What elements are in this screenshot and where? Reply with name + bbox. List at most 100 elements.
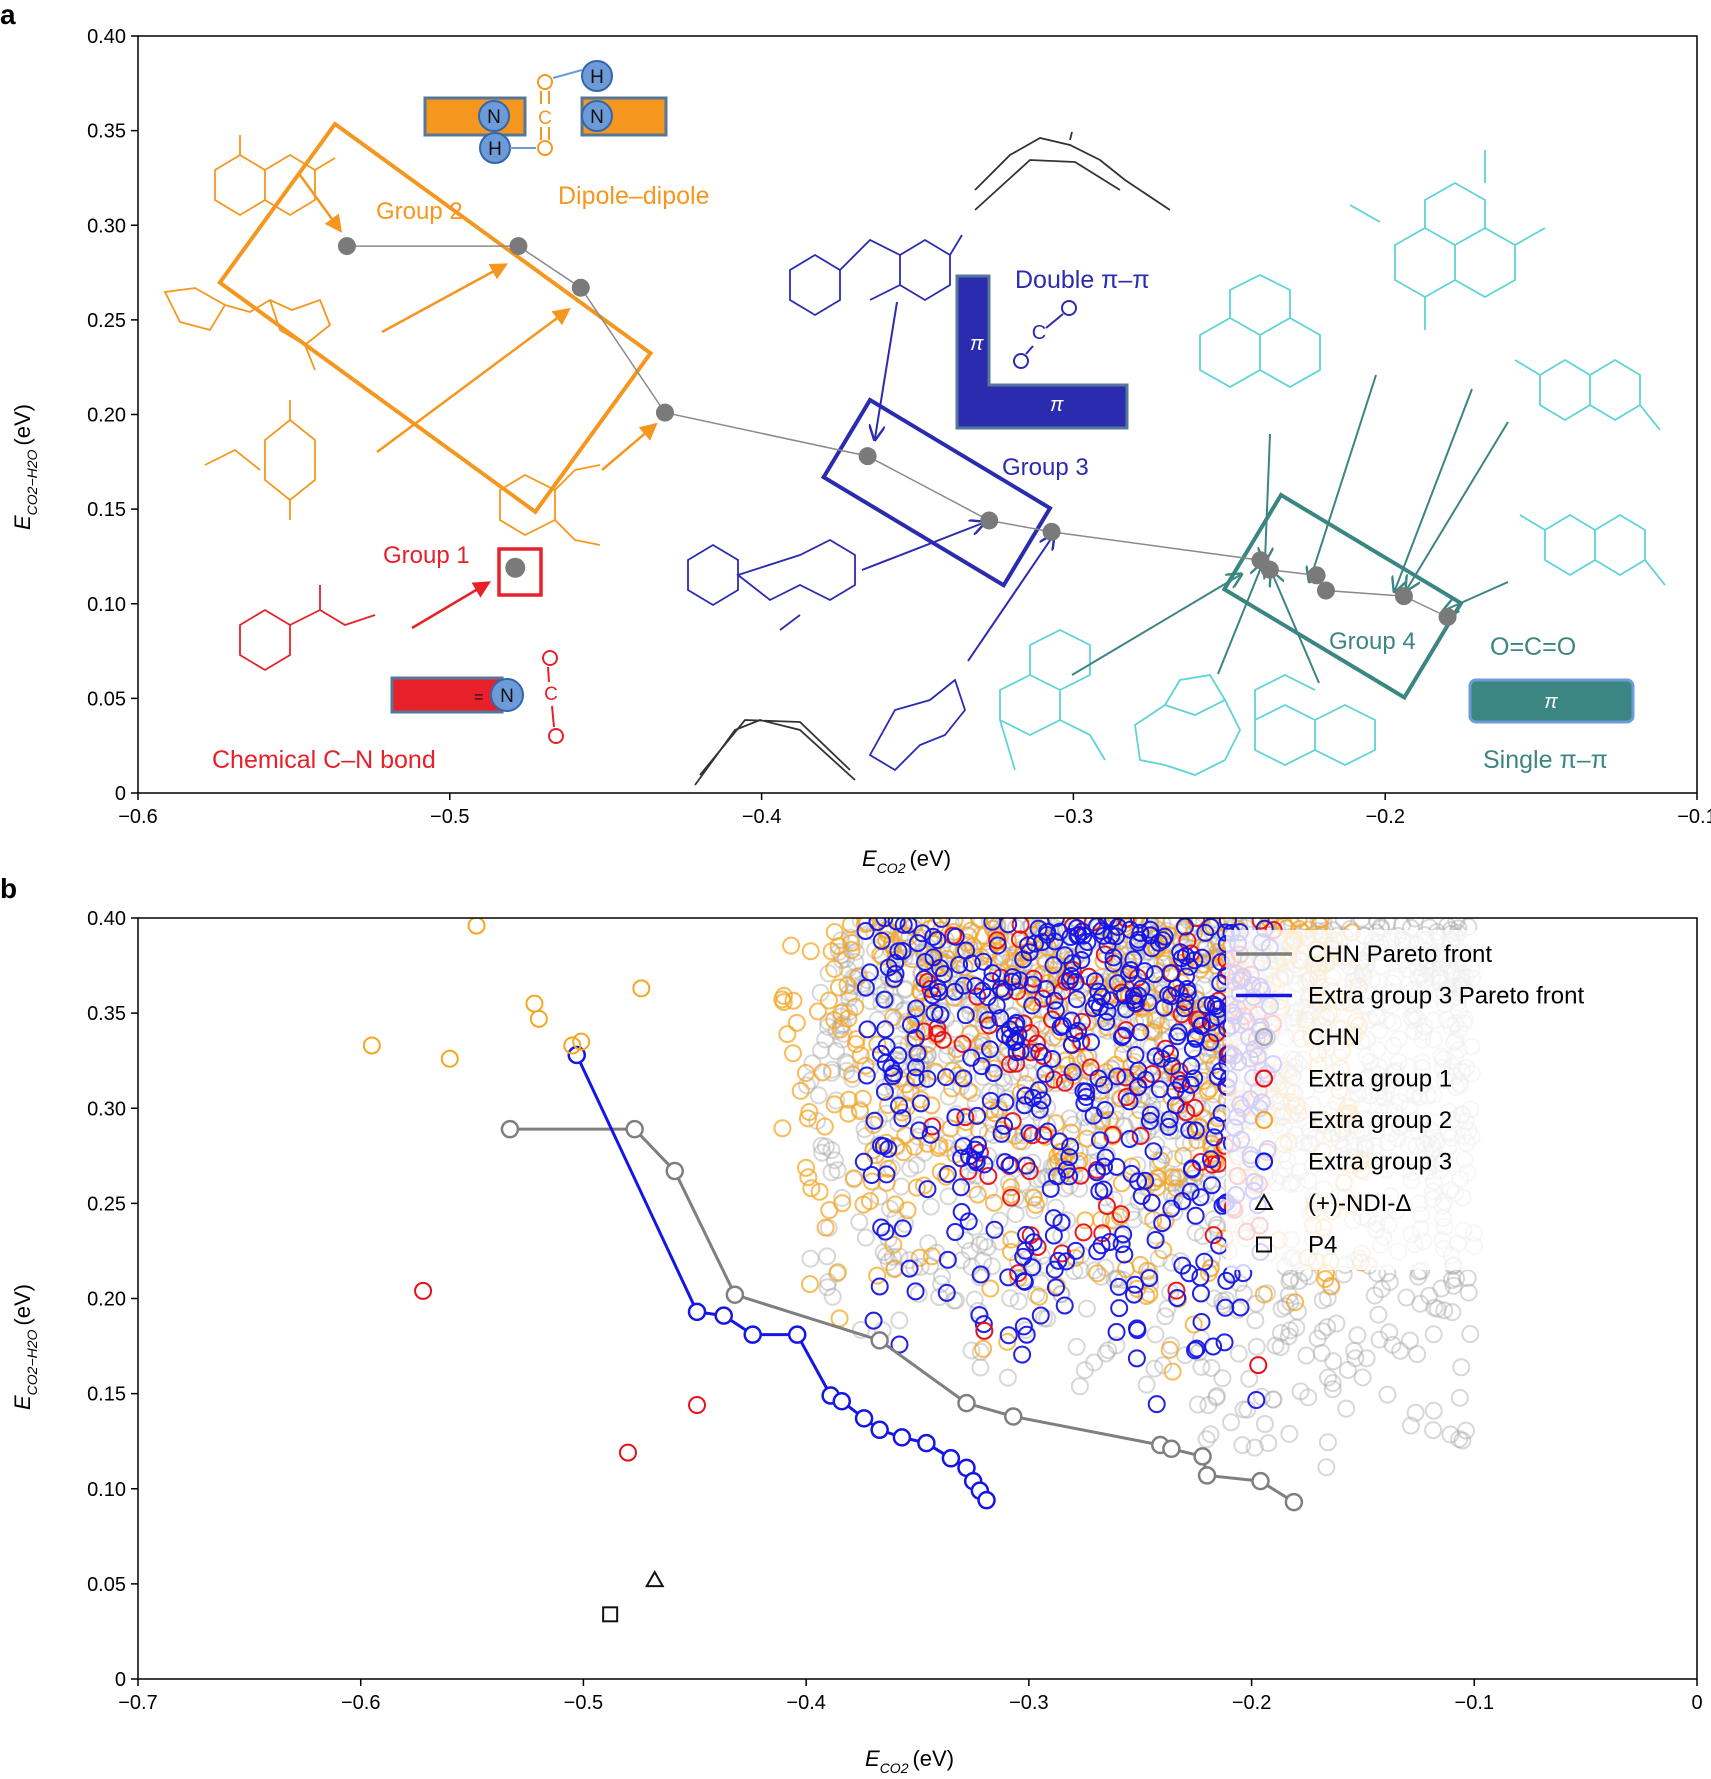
chn-point — [1453, 1431, 1472, 1450]
y-tick-label: 0.40 — [87, 908, 126, 930]
chn-point — [1461, 1325, 1480, 1344]
extra-group-3-point — [1117, 1000, 1136, 1019]
extra-group-3-point — [970, 1306, 989, 1325]
chn-point — [1318, 1289, 1337, 1308]
extra-group-3-point — [1196, 923, 1215, 942]
extra-group-3-point — [1072, 951, 1091, 970]
extra-group-2-point — [1155, 954, 1174, 973]
extra-group-3-point — [907, 999, 926, 1018]
extra-group-3-point — [899, 918, 918, 934]
group2-label: Group 2 — [376, 198, 463, 225]
highlight-point — [1249, 1356, 1268, 1375]
chn-point — [1319, 1368, 1338, 1387]
extra-group-3-point — [854, 1152, 873, 1171]
extra-group-3-point — [882, 1058, 901, 1077]
y-tick-label: 0.20 — [87, 405, 126, 427]
chn-point — [1188, 1395, 1207, 1414]
pareto-point-b — [892, 1428, 912, 1447]
extra-group-3-point — [1161, 1044, 1180, 1063]
chn-point — [827, 1042, 846, 1061]
group3-label: Group 3 — [1002, 454, 1089, 481]
chn-point — [1442, 1271, 1461, 1290]
svg-text:N: N — [500, 686, 514, 707]
extra-group-3-point — [908, 1044, 927, 1063]
extra-group-2-point — [813, 1063, 832, 1082]
extra-group-1-point — [1097, 1197, 1116, 1216]
extra-group-3-point — [992, 1124, 1011, 1143]
extra-group-3-point — [911, 1094, 930, 1113]
extra-group-3-point — [996, 1093, 1015, 1112]
extra-group-3-point — [1180, 1121, 1199, 1140]
extra-group-3-point — [1084, 1106, 1103, 1125]
svg-text:H: H — [488, 139, 502, 160]
extra-group-3-point — [1016, 1086, 1035, 1105]
extra-group-3-point — [1172, 1075, 1191, 1094]
chn-point — [1092, 1267, 1111, 1286]
extra-group-2-point — [1138, 1261, 1157, 1280]
chn-point — [1370, 1330, 1389, 1349]
extra-group-3-point — [987, 996, 1006, 1015]
y-tick-label: 0.35 — [87, 1003, 126, 1025]
chn-point — [1032, 1246, 1051, 1265]
chn-point — [1327, 1314, 1346, 1333]
extra-group-1-point — [1007, 1054, 1026, 1073]
extra-group-2-point — [844, 1169, 863, 1188]
pareto-point-b — [870, 1420, 889, 1440]
x-tick-label: −0.1 — [1455, 1692, 1494, 1714]
chn-point — [1308, 1329, 1327, 1348]
chn-point — [1106, 1101, 1125, 1120]
chn-point — [1158, 1299, 1177, 1318]
extra-group-3-point — [968, 1106, 987, 1125]
extra-group-1-point — [979, 1167, 998, 1186]
chn-point — [844, 977, 863, 996]
extra-group-3-point — [1146, 1230, 1165, 1249]
pareto-point-a — [337, 237, 356, 256]
chn-point — [1411, 1294, 1430, 1313]
extra-group-3-point — [1131, 924, 1150, 943]
group4-box — [1221, 492, 1464, 701]
chn-point — [905, 1020, 924, 1039]
chn-point — [823, 1060, 842, 1079]
chn-point — [907, 1156, 926, 1175]
chn-point — [1400, 1331, 1419, 1350]
svg-text:C: C — [544, 684, 558, 705]
extra-group-2-point — [1144, 1210, 1163, 1229]
extra-group-3-point — [1031, 1306, 1050, 1325]
extra-group-2-point — [974, 1339, 993, 1358]
extra-group-3-point — [879, 1139, 898, 1158]
dipole-schematic: N H H N C — [423, 60, 668, 164]
extra-group-3-point — [1141, 1105, 1160, 1124]
extra-group-3-point — [907, 1058, 926, 1077]
chn-point — [1287, 1318, 1306, 1337]
y-tick-label: 0.20 — [87, 1289, 126, 1311]
chn-point — [1202, 1359, 1221, 1378]
chn-point — [939, 1087, 958, 1106]
chn-point — [1234, 1400, 1253, 1419]
chn-point — [1129, 941, 1148, 960]
chn-point — [1162, 1253, 1181, 1272]
extra-group-3-point — [1115, 986, 1134, 1005]
extra-group-2-point — [1061, 1123, 1080, 1142]
extra-group-2-point — [841, 918, 860, 934]
extra-group-3-point — [984, 1064, 1003, 1083]
extra-group-3-point — [1061, 1137, 1080, 1156]
extra-group-1-point — [1028, 1237, 1047, 1256]
highlight-point — [467, 918, 486, 935]
extra-group-2-point — [782, 936, 801, 955]
pareto-point-a — [1394, 587, 1413, 606]
chn-point — [1357, 1349, 1376, 1368]
extra-group-2-point — [1036, 953, 1055, 972]
extra-group-3-point — [1014, 950, 1033, 969]
extra-group-2-point — [905, 1137, 924, 1156]
molecule-sketches — [163, 131, 1666, 786]
chn-point — [995, 1073, 1014, 1092]
chn-point — [981, 1083, 1000, 1102]
extra-group-3-point — [1015, 1272, 1034, 1291]
extra-group-3-point — [1090, 1131, 1109, 1150]
extra-group-3-point — [1175, 999, 1194, 1018]
chn-point — [1318, 1433, 1337, 1452]
extra-group-2-point — [856, 1056, 875, 1075]
y-tick-label: 0 — [115, 1669, 126, 1691]
extra-group-3-point — [1122, 1164, 1141, 1183]
extra-group-1-point — [1011, 918, 1030, 934]
